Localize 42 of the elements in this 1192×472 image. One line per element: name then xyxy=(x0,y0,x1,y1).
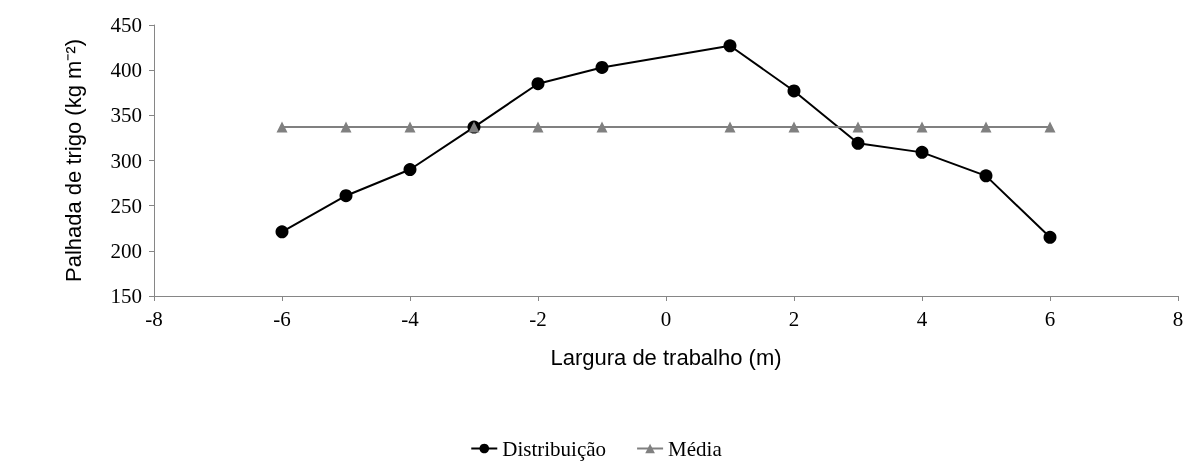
point xyxy=(788,121,800,133)
y-tick-label: 300 xyxy=(110,148,142,173)
x-tick-label: 0 xyxy=(660,306,672,331)
point xyxy=(531,77,545,91)
x-axis-title: Largura de trabalho (m) xyxy=(550,344,782,370)
point xyxy=(595,60,609,74)
point xyxy=(851,136,865,150)
point xyxy=(979,169,993,183)
point xyxy=(916,121,928,133)
x-tick-label: 8 xyxy=(1172,306,1184,331)
point xyxy=(276,121,288,133)
point xyxy=(404,121,416,133)
y-axis-title: Palhada de trigo (kg m⁻²) xyxy=(60,39,86,282)
point xyxy=(1044,121,1056,133)
y-tick-label: 200 xyxy=(110,238,142,263)
point xyxy=(1043,230,1057,244)
x-tick-label: -2 xyxy=(529,306,547,331)
point xyxy=(403,163,417,177)
x-tick-label: -8 xyxy=(145,306,163,331)
point xyxy=(724,121,736,133)
x-tick-label: -6 xyxy=(273,306,291,331)
x-tick-label: 6 xyxy=(1044,306,1056,331)
point xyxy=(596,121,608,133)
point xyxy=(980,121,992,133)
x-tick-label: -4 xyxy=(401,306,420,331)
legend-label: Distribuição xyxy=(502,436,607,461)
point xyxy=(852,121,864,133)
y-tick-label: 450 xyxy=(110,13,142,37)
point xyxy=(532,121,544,133)
x-tick-label: 4 xyxy=(916,306,928,331)
point xyxy=(723,39,737,53)
x-tick-label: 2 xyxy=(788,306,800,331)
y-tick-label: 250 xyxy=(110,193,142,218)
point xyxy=(339,189,353,203)
point xyxy=(915,145,929,159)
point xyxy=(275,225,289,239)
y-tick-label: 150 xyxy=(110,284,142,308)
y-tick-label: 350 xyxy=(110,103,142,128)
point xyxy=(340,121,352,133)
y-tick-label: 400 xyxy=(110,58,142,83)
point xyxy=(787,84,801,98)
legend-label: Média xyxy=(668,436,723,461)
